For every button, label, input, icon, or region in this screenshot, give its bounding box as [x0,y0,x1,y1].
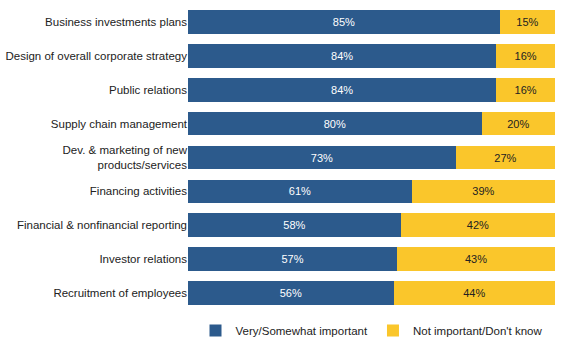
svg-text:Investor relations: Investor relations [99,253,187,265]
svg-text:Financial & nonfinancial repor: Financial & nonfinancial reporting [17,219,187,231]
svg-text:61%: 61% [289,185,311,197]
svg-text:56%: 56% [280,287,302,299]
svg-text:20%: 20% [507,118,529,130]
svg-text:Recruitment of employees: Recruitment of employees [53,287,187,299]
svg-text:Financing activities: Financing activities [90,185,187,197]
svg-text:Very/Somewhat important: Very/Somewhat important [236,325,368,337]
svg-text:15%: 15% [516,16,538,28]
svg-text:Business investments plans: Business investments plans [45,16,187,28]
svg-text:Public relations: Public relations [109,84,187,96]
svg-text:39%: 39% [472,185,494,197]
svg-text:84%: 84% [331,50,353,62]
svg-text:57%: 57% [281,253,303,265]
svg-text:44%: 44% [463,287,485,299]
svg-text:Dev. & marketing of newproduct: Dev. & marketing of newproducts/services [63,144,188,171]
svg-text:42%: 42% [467,219,489,231]
svg-text:84%: 84% [331,84,353,96]
svg-text:Supply chain management: Supply chain management [51,118,188,130]
svg-text:16%: 16% [515,84,537,96]
svg-text:73%: 73% [311,152,333,164]
svg-text:58%: 58% [283,219,305,231]
svg-text:Design of overall corporate st: Design of overall corporate strategy [5,50,187,62]
svg-text:16%: 16% [515,50,537,62]
svg-text:43%: 43% [465,253,487,265]
svg-text:Not important/Don't know: Not important/Don't know [413,325,542,337]
svg-text:27%: 27% [494,152,516,164]
svg-text:85%: 85% [333,16,355,28]
svg-text:80%: 80% [324,118,346,130]
